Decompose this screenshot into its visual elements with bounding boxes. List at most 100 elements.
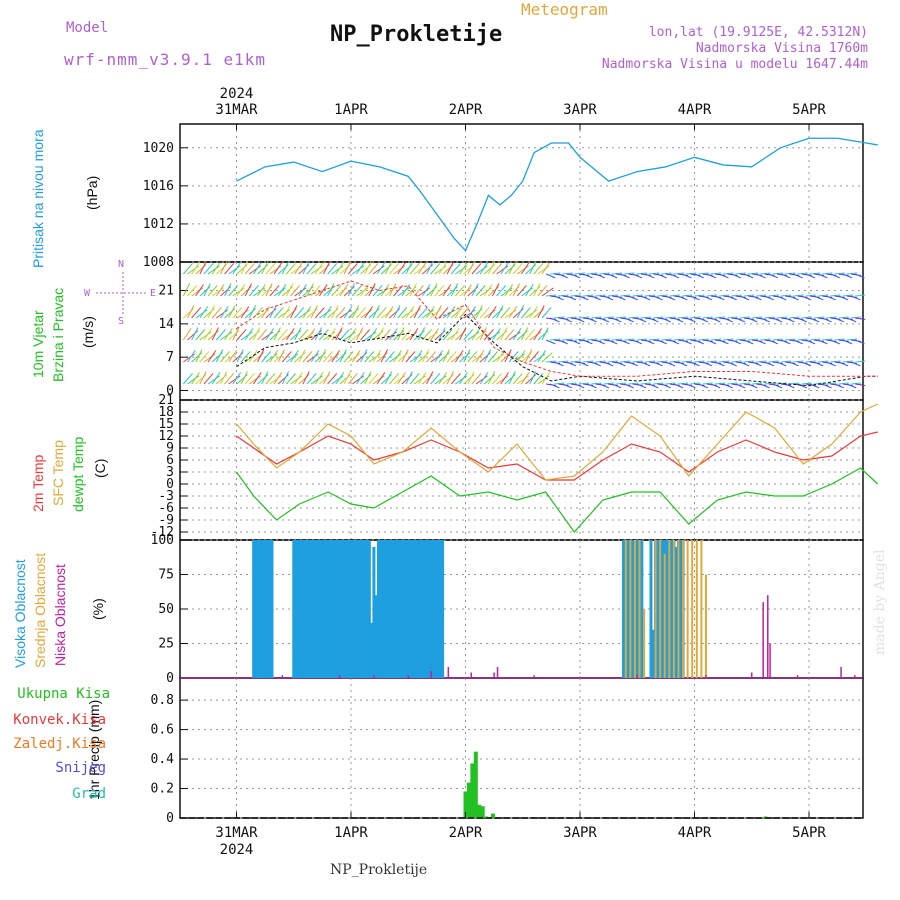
wind-barb [269,375,282,385]
cloud-bar-0 [441,540,445,678]
wind-barb [595,360,606,363]
cloud-bar-0 [436,540,440,678]
wind-barb [500,287,513,297]
wind-barb [187,265,200,275]
wind-barb [554,382,565,385]
wind-barb [760,317,770,323]
cloud-bar-2 [854,675,856,678]
wind-barb [537,350,547,363]
wind-barb [290,285,301,297]
cloud-bar-0 [626,540,630,678]
wind-barb [669,294,680,297]
wind-barb [574,338,585,341]
wind-barb [187,305,195,319]
wind-barb [310,305,318,319]
cloud-bar-0 [344,540,348,678]
wind-barb [612,338,623,341]
wind-barb [842,360,853,363]
cloud-bar-0 [263,540,267,678]
cloud-bar-0 [319,540,323,678]
wind-barb [583,273,593,279]
wind-barb [677,361,688,367]
wind-barb [240,351,251,363]
wind-barb [756,294,767,297]
wind-barb [793,360,804,363]
location-altitude-model: Nadmorska Visina u modelu 1647.44m [601,57,868,72]
wind-barb [265,328,275,341]
wind-barb [723,317,733,323]
cloud-bar-2 [705,675,707,678]
wind-barb [805,273,816,279]
wind-barb [813,361,824,367]
wind-barb [673,383,684,389]
wind-barb [282,331,294,341]
wind-barb [508,351,519,363]
cloud-bar-2 [338,675,341,678]
wind-barb [682,294,693,297]
wind-barb [426,261,434,275]
cloud-bar-0 [259,540,263,678]
cloud-bar-0 [406,540,410,678]
wind-barb [446,261,454,275]
wind-barb [537,305,545,319]
cloud-bar-0 [413,540,417,678]
wind-gust-line [236,280,878,377]
wind-barb [492,373,503,385]
wind-barb [748,338,759,341]
wind-barb [331,375,344,385]
wind-barb [851,316,862,319]
y-tick-label: -12 [151,525,174,540]
cloud-bar-0 [360,540,364,678]
wind-barb [739,316,750,319]
wind-barb [583,360,594,363]
wind-barb [442,349,450,363]
wind-barb [360,329,371,341]
wind-barb [236,309,249,319]
wind-barb [187,375,200,385]
wind-barb [372,305,380,319]
wind-barb [611,383,622,389]
wind-barb [677,295,688,301]
cloud-bar-2 [496,666,499,678]
y-tick-label: 3 [166,465,174,480]
wind-barb [368,263,379,275]
wind-barb [343,306,353,319]
wind-barb [500,372,509,385]
cloud-bar-1 [695,540,698,678]
wind-barb [248,350,258,363]
cloud-bar-2 [373,675,375,678]
wind-barb [216,309,229,319]
wind-barb [541,352,553,363]
wind-barb [558,339,568,345]
wind-dir-s: S [118,316,125,327]
x-tick-label-bottom: 1APR [334,825,368,841]
wind-barb [331,285,342,297]
wind-barb [343,331,356,341]
wind-barb [220,261,228,275]
wind-barb [752,316,763,319]
wind-barb [385,331,398,341]
wind-barb [483,349,492,363]
wind-barb [702,382,713,385]
wind-barb [290,305,298,319]
cloud-bar-0 [333,540,337,678]
precip-bar [490,813,495,818]
wind-barb [479,287,492,297]
wind-barb [731,294,742,297]
wind-barb [356,327,364,341]
wind-barb [760,383,770,389]
wind-barb [599,383,610,389]
wind-barb [331,305,339,319]
wind-barb [620,339,630,345]
wind-barb [603,316,614,319]
precip-bar [480,806,485,818]
wind-barb [615,361,626,367]
cloud-bar-1 [629,540,632,678]
wind-barb [756,273,766,279]
wind-barb [764,361,774,367]
wind-barb [368,328,378,341]
wind-barb [591,382,602,385]
wind-barb [438,307,449,319]
wind-barb [232,327,240,341]
wind-barb [401,329,412,341]
